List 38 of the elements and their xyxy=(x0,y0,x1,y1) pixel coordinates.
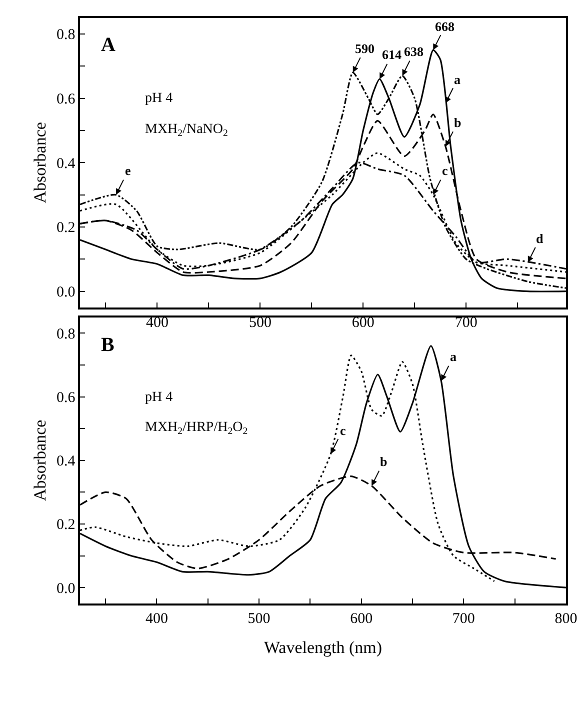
x-tick-label: 800 xyxy=(554,611,578,628)
annotation: 638 xyxy=(404,44,424,59)
annotation: pH 4 xyxy=(145,390,173,405)
text: 0.0 xyxy=(56,580,76,597)
y-tick-label: 0.4 xyxy=(56,454,76,470)
text: A xyxy=(101,34,116,56)
x-tick-label: 500 xyxy=(248,611,270,628)
x-axis-title: Wavelength (nm) xyxy=(264,638,382,658)
annotation: 614 xyxy=(382,47,402,62)
annotation: 668 xyxy=(435,19,455,34)
y-tick-label: 0.6 xyxy=(56,390,76,406)
annotation: 590 xyxy=(355,41,374,56)
y-tick-label: 0.8 xyxy=(56,326,76,342)
annotation: a xyxy=(450,349,457,364)
text: B xyxy=(101,334,114,356)
y-axis-title: Absorbance xyxy=(30,122,50,204)
text: 0.0 xyxy=(56,284,76,301)
annotation: MXH$_{2}$/NaNO$_{2}$ xyxy=(145,122,228,139)
y-axis-title: Absorbance xyxy=(30,420,50,501)
y-tick-label: 0.2 xyxy=(56,517,76,534)
x-tick-label: 400 xyxy=(145,611,168,628)
annotation: pH 4 xyxy=(145,91,173,106)
x-tick-label: 400 xyxy=(146,315,168,332)
annotation: c xyxy=(442,163,448,178)
y-tick-label: 0.6 xyxy=(56,92,76,108)
annotation: a xyxy=(454,72,461,87)
annotation: MXH$_{2}$/HRP/H$_{2}$O$_{2}$ xyxy=(145,420,248,437)
y-tick-label: 0.2 xyxy=(56,220,76,236)
annotation: d xyxy=(536,231,544,246)
x-tick-label: 600 xyxy=(350,611,373,628)
x-tick-label: 700 xyxy=(452,611,475,628)
annotation: b xyxy=(380,454,388,469)
y-tick-label: 0.4 xyxy=(56,156,76,172)
annotation: e xyxy=(125,163,131,178)
y-tick-label: 0.8 xyxy=(56,27,76,44)
x-tick-label: 600 xyxy=(352,315,374,332)
annotation: c xyxy=(340,423,346,438)
annotation: b xyxy=(454,115,462,130)
